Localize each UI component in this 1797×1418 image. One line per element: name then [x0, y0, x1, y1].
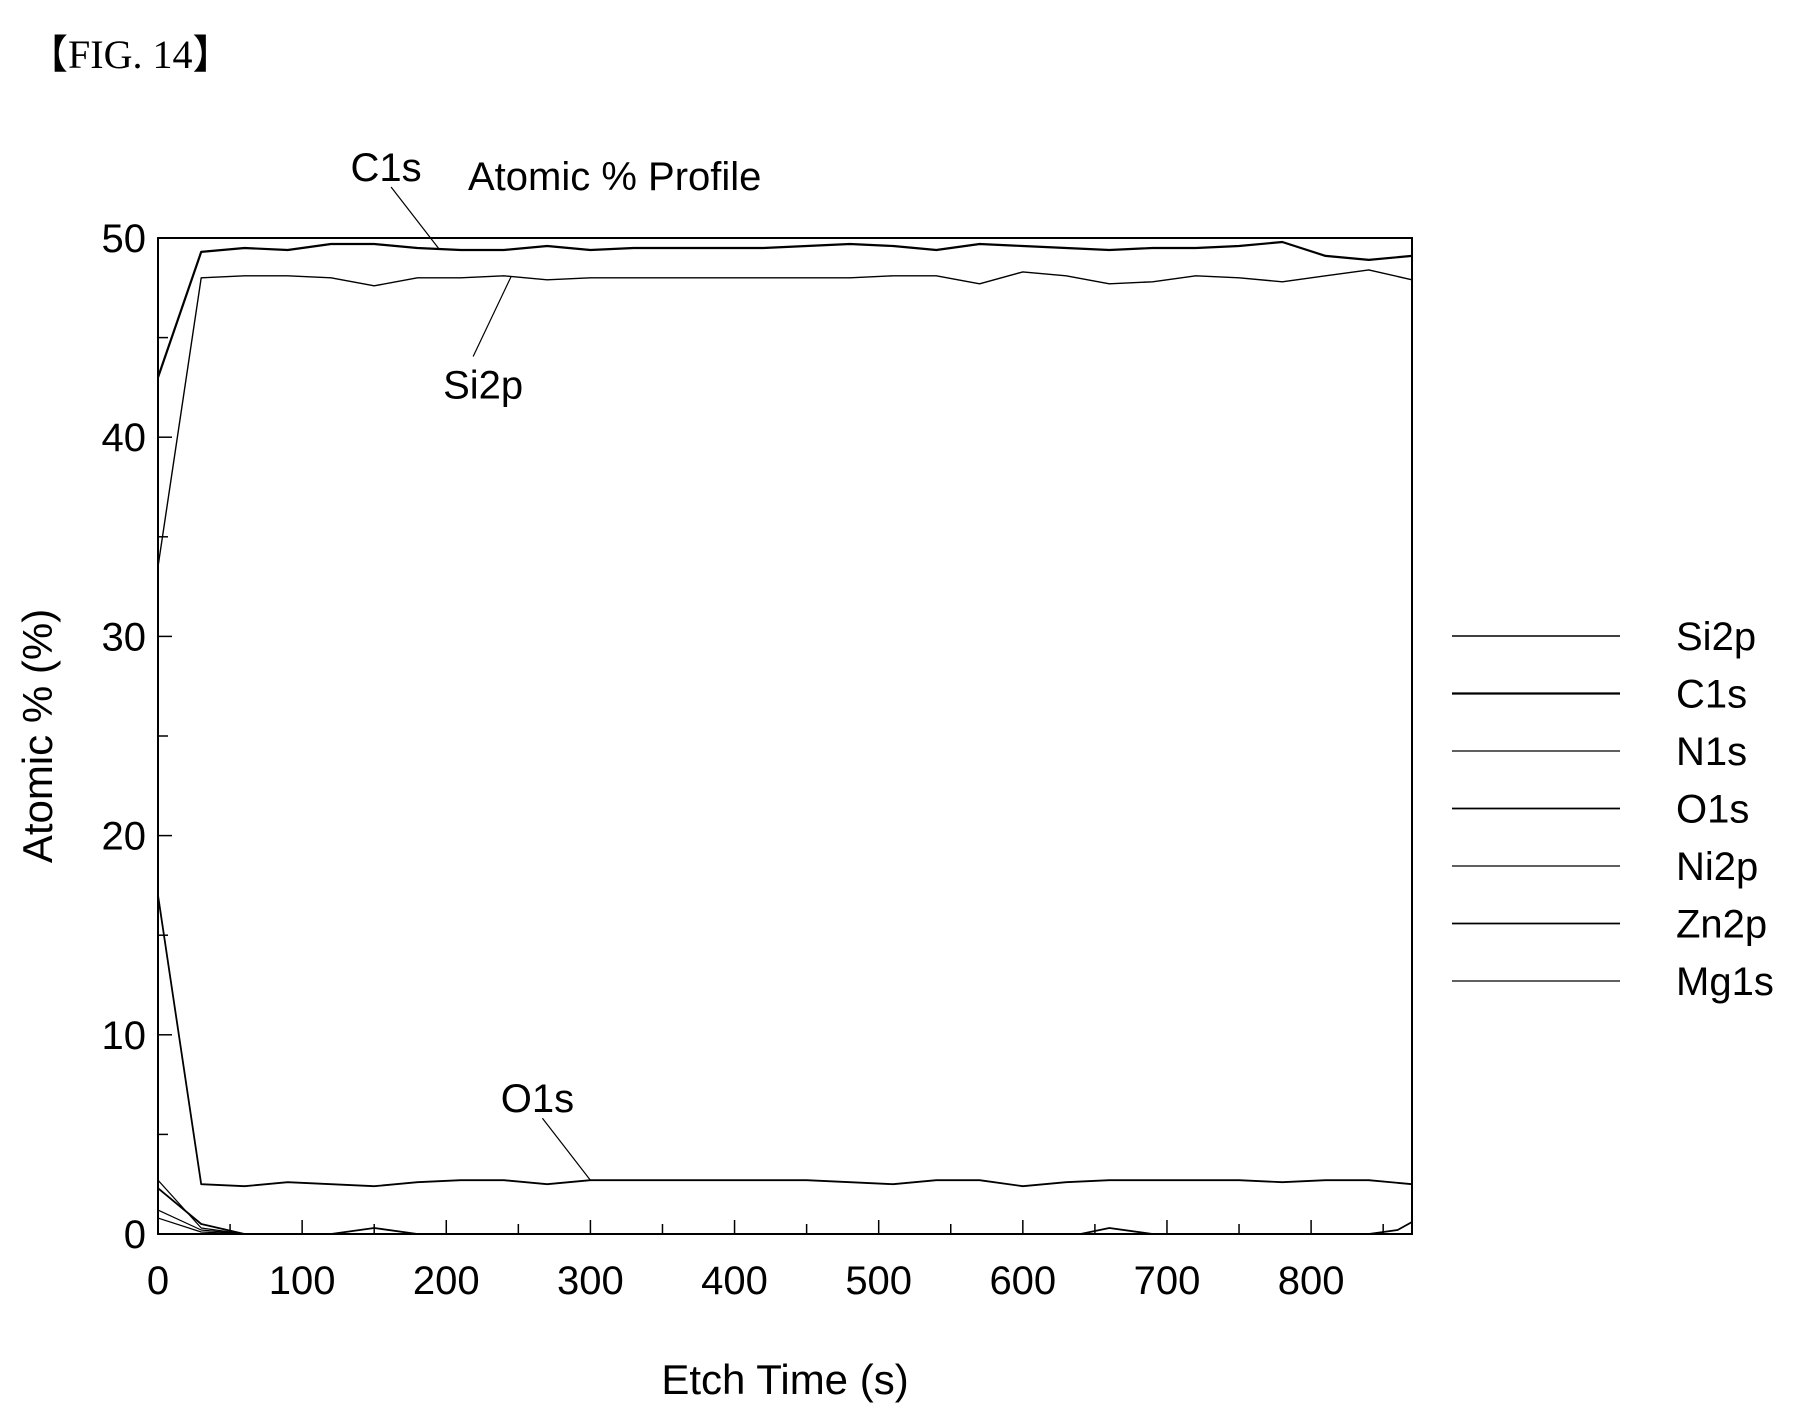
annotation-leader	[390, 186, 440, 250]
x-tick-label: 500	[845, 1259, 912, 1303]
plot-area: 0 100 200 300 400 500 600 700 800 0 10 20 30 40 50 C1…	[102, 146, 1413, 1303]
legend-label: Ni2p	[1676, 845, 1758, 889]
figure-label: 【FIG. 14】	[28, 32, 233, 77]
legend-label: O1s	[1676, 788, 1749, 832]
legend-label: N1s	[1676, 730, 1747, 774]
x-tick-label: 800	[1278, 1259, 1345, 1303]
x-tick-label: 400	[701, 1259, 768, 1303]
y-axis-label: Atomic % (%)	[14, 609, 61, 863]
annotation-leader	[541, 1117, 591, 1181]
x-tick-label: 200	[413, 1259, 480, 1303]
series-line-si2p	[157, 269, 1413, 567]
x-tick-label: 600	[989, 1259, 1056, 1303]
x-axis-label: Etch Time (s)	[661, 1356, 908, 1403]
legend-label: Zn2p	[1676, 903, 1767, 947]
x-tick-label: 100	[269, 1259, 336, 1303]
series-line-n1s	[157, 1209, 1412, 1235]
annotation-layer: C1s Si2p O1s	[350, 146, 591, 1181]
series-line-c1s	[156, 240, 1413, 378]
plot-frame	[157, 237, 1413, 1235]
annotation-leader	[472, 276, 512, 357]
series-layer	[156, 240, 1413, 1235]
series-line-zn2p	[157, 1187, 1413, 1235]
annotation-label-c1s: C1s	[350, 146, 421, 190]
legend: Si2p C1s N1s O1s Ni2p Zn2p Mg1s	[1452, 615, 1774, 1004]
series-line-mg1s	[157, 1217, 1412, 1235]
legend-label: Si2p	[1676, 615, 1756, 659]
y-tick-label: 50	[102, 217, 147, 261]
annotation-label-o1s: O1s	[501, 1077, 574, 1121]
x-tick-label: 700	[1134, 1259, 1201, 1303]
legend-label: Mg1s	[1676, 960, 1774, 1004]
x-tick-label: 300	[557, 1259, 624, 1303]
series-line-o1s	[157, 895, 1413, 1188]
y-tick-label: 10	[102, 1014, 147, 1058]
y-axis: 0 10 20 30 40 50	[102, 217, 172, 1257]
legend-label: C1s	[1676, 673, 1747, 717]
y-tick-label: 30	[102, 615, 147, 659]
x-axis: 0 100 200 300 400 500 600 700 800	[147, 1220, 1384, 1303]
series-line-ni2p	[157, 1179, 1412, 1235]
annotation-label-si2p: Si2p	[443, 364, 523, 408]
y-tick-label: 40	[102, 416, 147, 460]
y-tick-label: 20	[102, 815, 147, 859]
chart-title: Atomic % Profile	[468, 155, 761, 199]
x-tick-label: 0	[147, 1259, 169, 1303]
y-tick-label: 0	[124, 1213, 146, 1257]
